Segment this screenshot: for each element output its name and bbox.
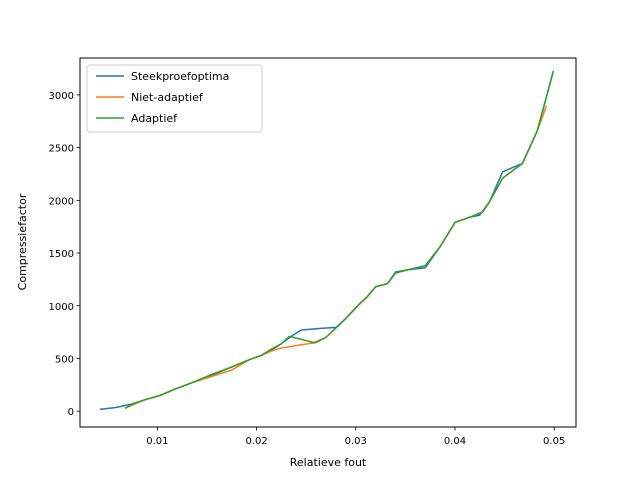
legend-box (86, 64, 263, 133)
x-tick-label: 0.04 (444, 436, 466, 447)
y-tick-label: 1500 (49, 249, 74, 260)
x-tick-label: 0.05 (543, 436, 565, 447)
x-axis-ticks: 0.01 0.02 0.03 0.04 0.05 (146, 427, 565, 447)
legend-label-2: Adaptief (131, 112, 178, 125)
legend-label-1: Niet-adaptief (131, 91, 204, 104)
x-tick-label: 0.01 (146, 436, 168, 447)
x-tick-label: 0.03 (345, 436, 367, 447)
y-tick-label: 2000 (49, 196, 74, 207)
y-axis-ticks: 0 500 1000 1500 2000 2500 3000 (49, 91, 80, 418)
y-tick-label: 1000 (49, 302, 74, 313)
legend-label-0: Steekproefoptima (131, 70, 229, 83)
legend: Steekproefoptima Niet-adaptief Adaptief (86, 64, 263, 133)
axes (79, 57, 577, 428)
plot-frame (79, 57, 577, 428)
x-tick-label: 0.02 (245, 436, 267, 447)
x-axis-label: Relatieve fout (290, 456, 367, 469)
y-tick-label: 2500 (49, 144, 74, 155)
series-layer (99, 70, 555, 411)
series-line-2 (124, 70, 555, 410)
y-axis-label: Compressiefactor (16, 193, 29, 290)
y-tick-label: 0 (68, 407, 74, 418)
y-tick-label: 3000 (49, 91, 74, 102)
y-tick-label: 500 (55, 354, 74, 365)
